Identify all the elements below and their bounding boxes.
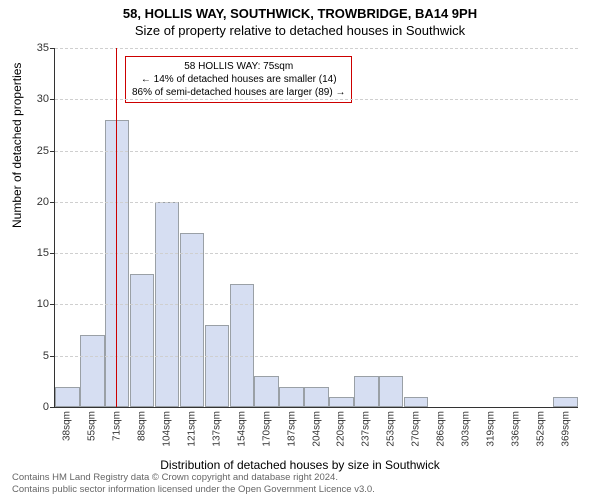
histogram-bar [230,284,254,407]
x-tick-label: 319sqm [485,407,496,447]
grid-line [55,304,578,305]
x-tick-label: 137sqm [211,407,222,447]
y-tick-mark [50,99,55,100]
annotation-line-3: 86% of semi-detached houses are larger (… [132,86,345,99]
x-tick-label: 270sqm [411,407,422,447]
plot-area: 58 HOLLIS WAY: 75sqm ← 14% of detached h… [54,48,578,408]
grid-line [55,202,578,203]
x-tick-label: 286sqm [436,407,447,447]
x-axis-label: Distribution of detached houses by size … [0,458,600,472]
histogram-bar [205,325,229,407]
x-tick-label: 336sqm [510,407,521,447]
x-tick-label: 237sqm [361,407,372,447]
footer-line-2: Contains public sector information licen… [12,484,375,496]
grid-line [55,253,578,254]
y-tick-mark [50,253,55,254]
histogram-bar [329,397,353,407]
reference-line [116,48,117,407]
x-tick-label: 253sqm [386,407,397,447]
chart-container: 58, HOLLIS WAY, SOUTHWICK, TROWBRIDGE, B… [0,0,600,500]
x-tick-label: 220sqm [336,407,347,447]
x-tick-label: 38sqm [62,407,73,441]
x-tick-label: 369sqm [560,407,571,447]
x-tick-label: 104sqm [162,407,173,447]
chart-subtitle: Size of property relative to detached ho… [0,21,600,38]
annotation-callout: 58 HOLLIS WAY: 75sqm ← 14% of detached h… [125,56,352,103]
footer-attribution: Contains HM Land Registry data © Crown c… [12,472,375,496]
y-axis-label: Number of detached properties [10,63,24,228]
y-tick-mark [50,48,55,49]
annotation-line-1: 58 HOLLIS WAY: 75sqm [132,60,345,73]
grid-line [55,48,578,49]
x-tick-label: 170sqm [261,407,272,447]
histogram-bar [254,376,278,407]
histogram-bar [105,120,129,407]
x-tick-label: 55sqm [87,407,98,441]
x-tick-label: 88sqm [137,407,148,441]
histogram-bar [304,387,328,408]
x-tick-label: 204sqm [311,407,322,447]
y-tick-mark [50,202,55,203]
footer-line-1: Contains HM Land Registry data © Crown c… [12,472,375,484]
histogram-bar [404,397,428,407]
y-tick-mark [50,304,55,305]
x-tick-label: 187sqm [286,407,297,447]
grid-line [55,356,578,357]
y-tick-mark [50,407,55,408]
annotation-line-2: ← 14% of detached houses are smaller (14… [132,73,345,86]
x-tick-label: 303sqm [460,407,471,447]
x-tick-label: 154sqm [236,407,247,447]
histogram-bar [80,335,104,407]
grid-line [55,151,578,152]
chart-title: 58, HOLLIS WAY, SOUTHWICK, TROWBRIDGE, B… [0,0,600,21]
histogram-bar [354,376,378,407]
x-tick-label: 71sqm [112,407,123,441]
histogram-bar [279,387,303,408]
histogram-bar [55,387,79,408]
histogram-bar [553,397,577,407]
histogram-bar [379,376,403,407]
histogram-bar [180,233,204,407]
y-tick-mark [50,356,55,357]
x-tick-label: 352sqm [535,407,546,447]
grid-line [55,99,578,100]
y-tick-mark [50,151,55,152]
x-tick-label: 121sqm [186,407,197,447]
histogram-bar [130,274,154,407]
